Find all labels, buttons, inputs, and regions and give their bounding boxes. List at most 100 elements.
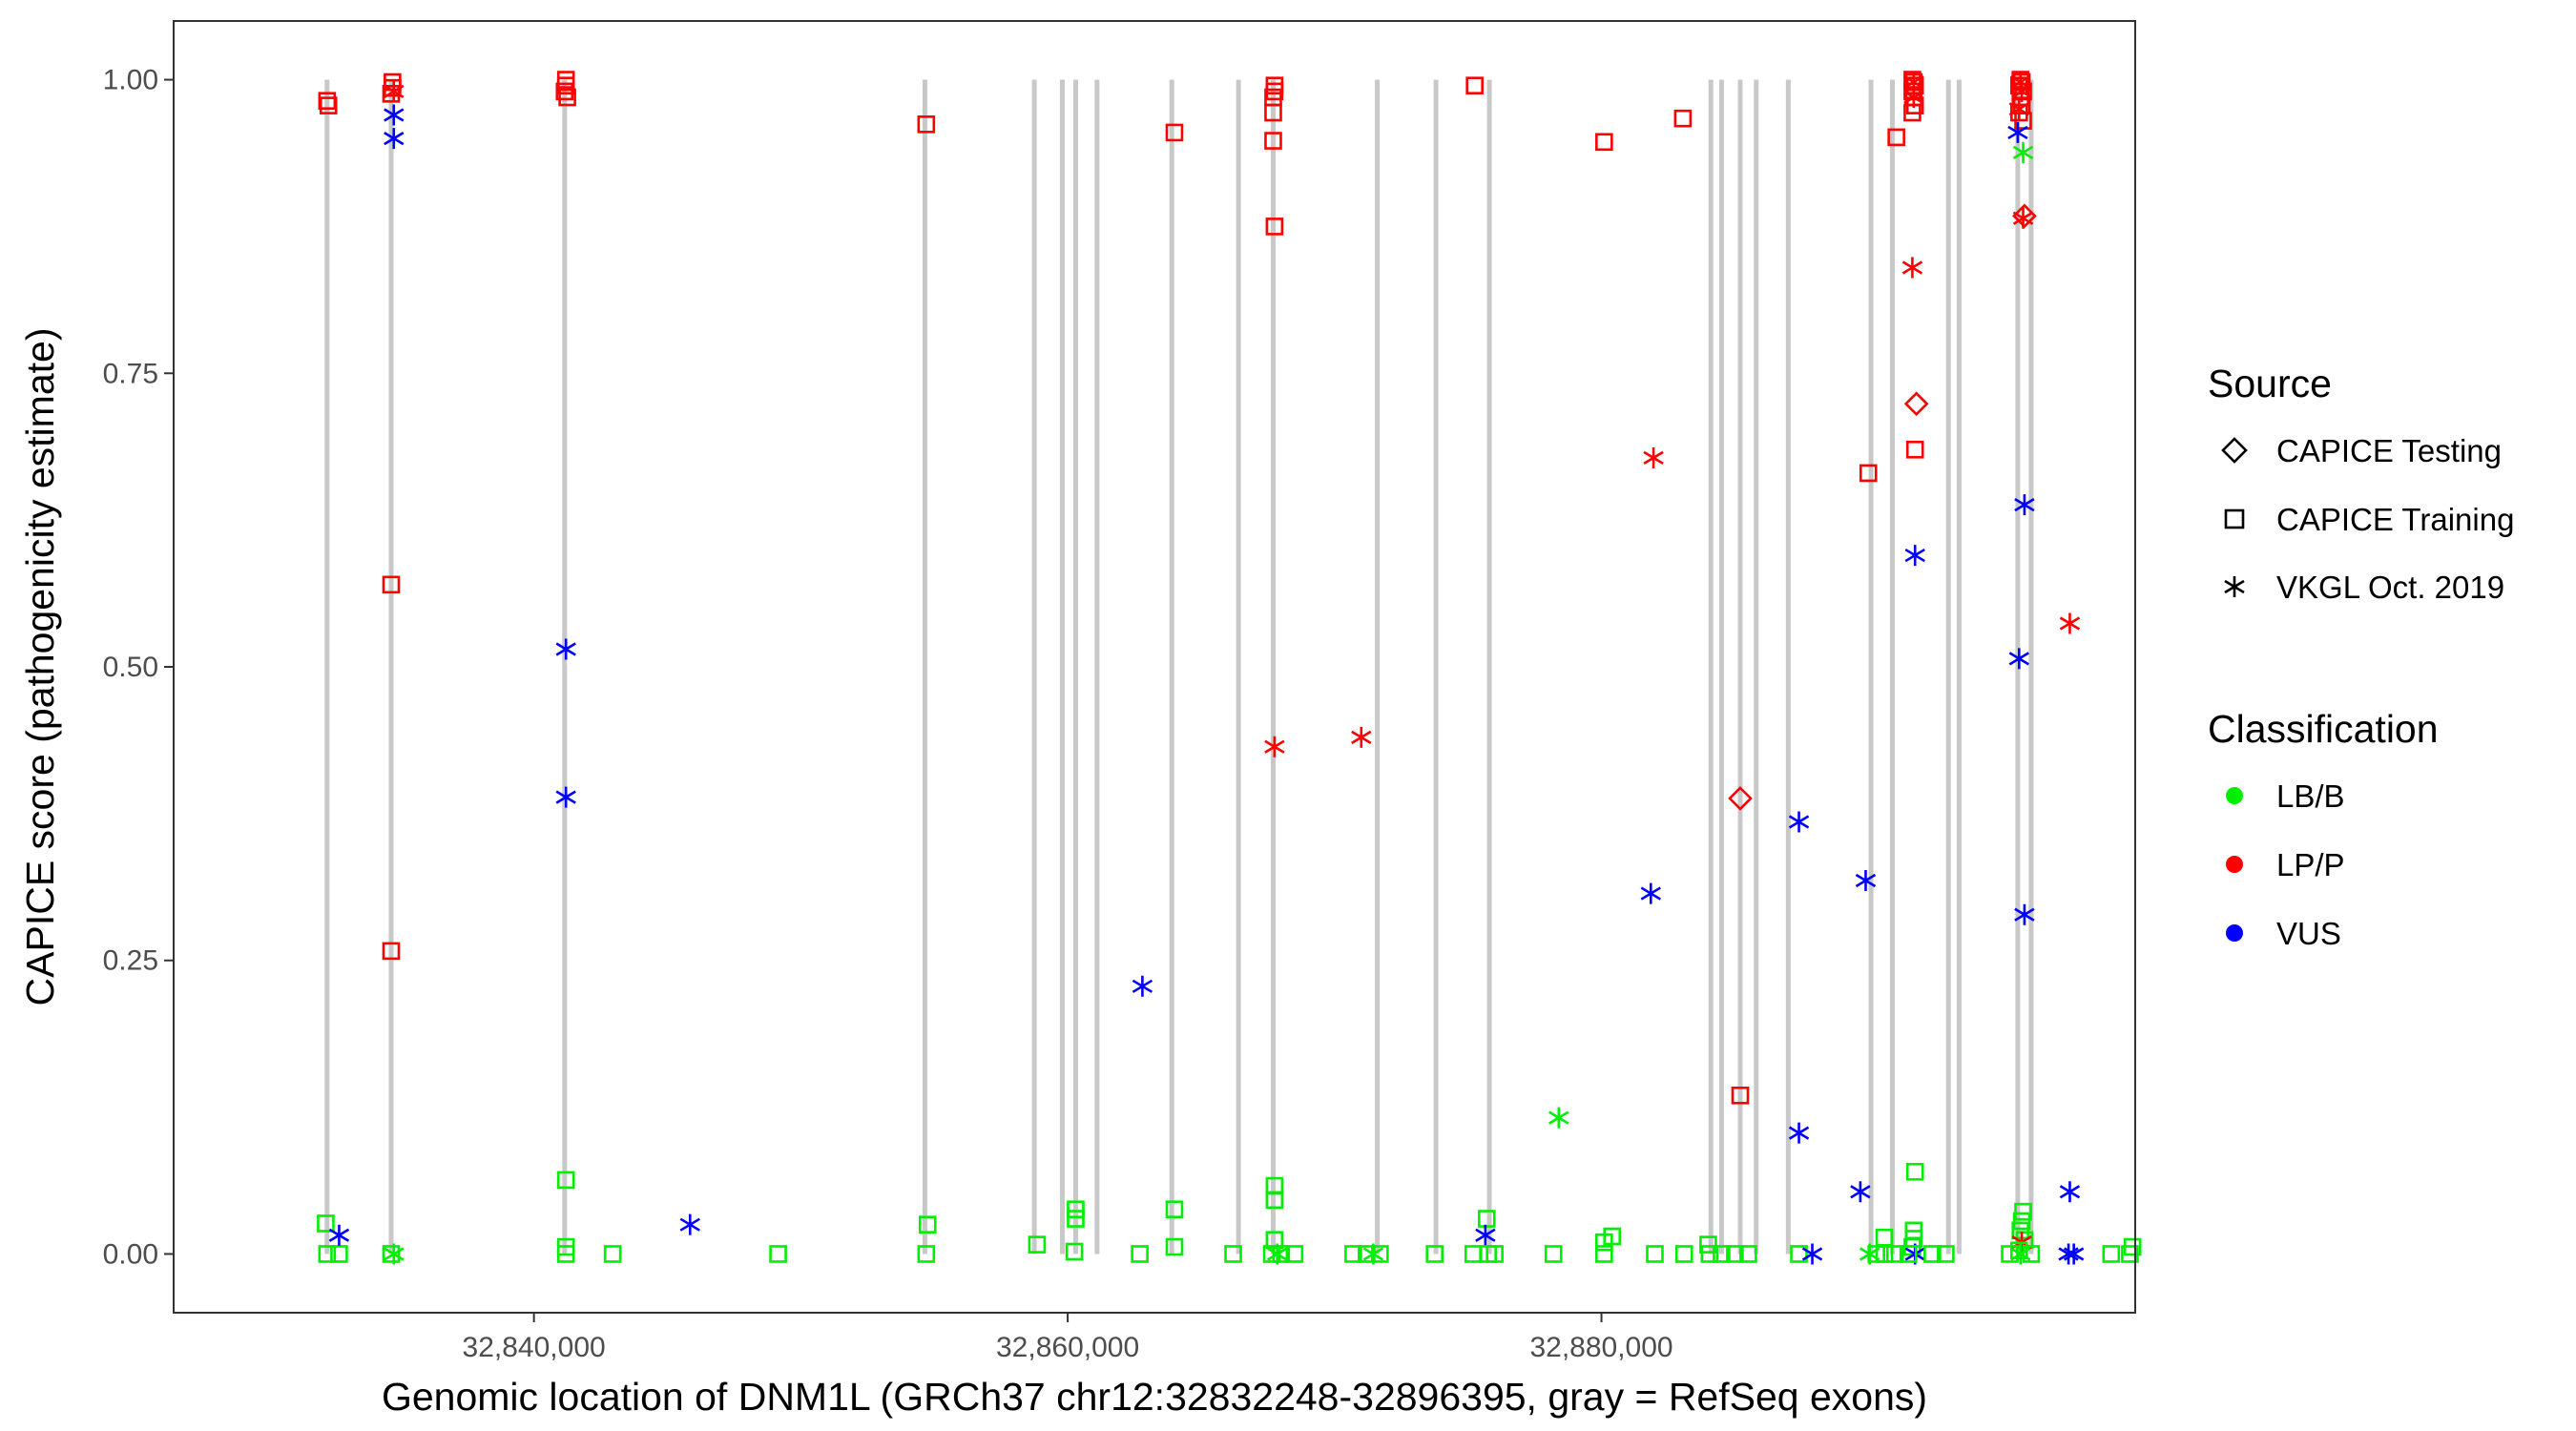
data-point-star-35 <box>1132 975 1153 997</box>
data-point-star-55 <box>1351 726 1372 748</box>
data-point-square-116 <box>1899 1245 1918 1263</box>
y-tick-label-3: 0.75 <box>103 358 158 389</box>
data-point-square-77 <box>1674 1245 1693 1263</box>
legend-class-item-vus: VUS <box>2226 916 2341 951</box>
data-point-square-97 <box>1885 1245 1904 1263</box>
data-point-star-15 <box>384 1243 405 1265</box>
data-point-star-54 <box>1267 1243 1288 1265</box>
data-point-star-129 <box>2008 98 2029 120</box>
asterisk-icon <box>2224 576 2245 597</box>
data-point-square-71 <box>1595 1233 1613 1252</box>
data-point-star-20 <box>555 638 576 660</box>
data-point-square-76 <box>1673 109 1693 128</box>
data-point-square-31 <box>1028 1235 1047 1254</box>
data-point-square-118 <box>1937 1245 1955 1263</box>
data-point-star-63 <box>1475 1224 1496 1246</box>
legend-class-label-lbb: LB/B <box>2276 778 2345 814</box>
data-point-square-69 <box>1595 133 1613 152</box>
data-point-square-84 <box>1739 1245 1757 1263</box>
data-point-square-39 <box>1165 1237 1184 1256</box>
data-point-star-133 <box>2012 207 2034 229</box>
data-point-square-78 <box>1699 1235 1717 1254</box>
data-point-square-66 <box>1485 1245 1504 1263</box>
data-point-square-37 <box>1165 123 1184 142</box>
data-point-square-44 <box>1264 103 1282 122</box>
data-point-square-96 <box>1887 128 1905 147</box>
data-points <box>317 71 2142 1265</box>
data-point-square-36 <box>1131 1245 1149 1263</box>
data-point-star-6 <box>384 104 405 126</box>
data-point-square-22 <box>556 1171 575 1190</box>
data-point-square-40 <box>1224 1245 1242 1263</box>
data-point-square-89 <box>1859 464 1878 483</box>
data-point-square-10 <box>317 1214 335 1233</box>
y-tick-label-0: 0.00 <box>103 1238 158 1270</box>
data-point-diamond-82 <box>1728 786 1753 811</box>
data-point-square-72 <box>1595 1245 1613 1263</box>
data-point-star-59 <box>1362 1243 1384 1265</box>
x-tick-label-2: 32,880,000 <box>1529 1332 1672 1363</box>
data-point-star-90 <box>1855 870 1877 892</box>
data-point-square-150 <box>2102 1245 2121 1263</box>
data-point-square-61 <box>1465 76 1484 94</box>
data-point-star-67 <box>1548 1107 1569 1129</box>
data-point-star-21 <box>555 786 576 808</box>
data-point-square-140 <box>2012 1212 2031 1231</box>
data-point-star-107 <box>1901 257 1923 279</box>
legend-source-label-testing: CAPICE Testing <box>2276 433 2502 468</box>
data-point-star-149 <box>2063 1243 2085 1265</box>
x-axis: 32,840,000 32,860,000 32,880,000 <box>463 1313 1673 1363</box>
data-point-star-47 <box>1264 736 1285 757</box>
diamond-icon <box>2221 437 2248 464</box>
legend-source-title: Source <box>2208 362 2332 405</box>
data-point-star-138 <box>2059 1181 2081 1203</box>
data-point-square-17 <box>556 76 575 94</box>
data-point-star-88 <box>1801 1243 1823 1265</box>
data-point-star-134 <box>2014 494 2035 516</box>
data-point-square-0 <box>318 92 337 111</box>
data-point-square-109 <box>1905 440 1924 459</box>
legend: Source CAPICE Testing CAPICE Training VK… <box>2208 362 2514 951</box>
data-point-square-139 <box>2014 1202 2032 1221</box>
data-point-square-27 <box>769 1245 787 1263</box>
data-point-square-79 <box>1700 1245 1719 1263</box>
data-point-star-106 <box>1903 87 1924 109</box>
data-point-square-29 <box>918 1215 937 1234</box>
data-point-square-18 <box>555 82 574 101</box>
data-point-square-11 <box>318 1245 337 1263</box>
data-point-square-56 <box>1344 1245 1362 1263</box>
data-point-square-9 <box>382 942 401 961</box>
legend-class-label-vus: VUS <box>2276 916 2341 951</box>
legend-source-label-training: CAPICE Training <box>2276 502 2514 537</box>
data-point-square-19 <box>558 88 576 107</box>
data-point-square-14 <box>382 1245 401 1263</box>
data-point-star-85 <box>1788 811 1810 833</box>
data-point-square-42 <box>1265 82 1284 101</box>
data-point-square-38 <box>1165 1200 1184 1218</box>
legend-class-label-lpp: LP/P <box>2276 847 2345 882</box>
data-point-square-24 <box>556 1245 575 1263</box>
data-point-square-81 <box>1726 1245 1744 1263</box>
data-point-square-8 <box>382 575 401 594</box>
data-point-square-87 <box>1790 1245 1808 1263</box>
data-point-square-52 <box>1272 1245 1291 1263</box>
y-axis: 0.00 0.25 0.50 0.75 1.00 <box>103 65 174 1270</box>
x-axis-title: Genomic location of DNM1L (GRCh37 chr12:… <box>382 1375 1927 1419</box>
data-point-star-130 <box>2007 121 2028 143</box>
data-point-star-136 <box>2008 648 2029 670</box>
data-point-star-5 <box>384 80 405 102</box>
data-point-star-135 <box>2059 612 2081 634</box>
data-point-square-49 <box>1265 1191 1284 1210</box>
legend-class-item-lpp: LP/P <box>2226 847 2345 882</box>
data-point-square-68 <box>1544 1245 1563 1263</box>
data-point-square-117 <box>1923 1245 1942 1263</box>
data-point-square-53 <box>1285 1245 1304 1263</box>
data-point-star-86 <box>1788 1122 1810 1144</box>
data-point-square-80 <box>1713 1245 1731 1263</box>
data-point-square-60 <box>1425 1245 1444 1263</box>
data-point-square-75 <box>1646 1245 1664 1263</box>
data-point-star-131 <box>2012 141 2034 163</box>
data-point-square-32 <box>1067 1200 1085 1218</box>
data-point-square-111 <box>1905 1162 1924 1181</box>
